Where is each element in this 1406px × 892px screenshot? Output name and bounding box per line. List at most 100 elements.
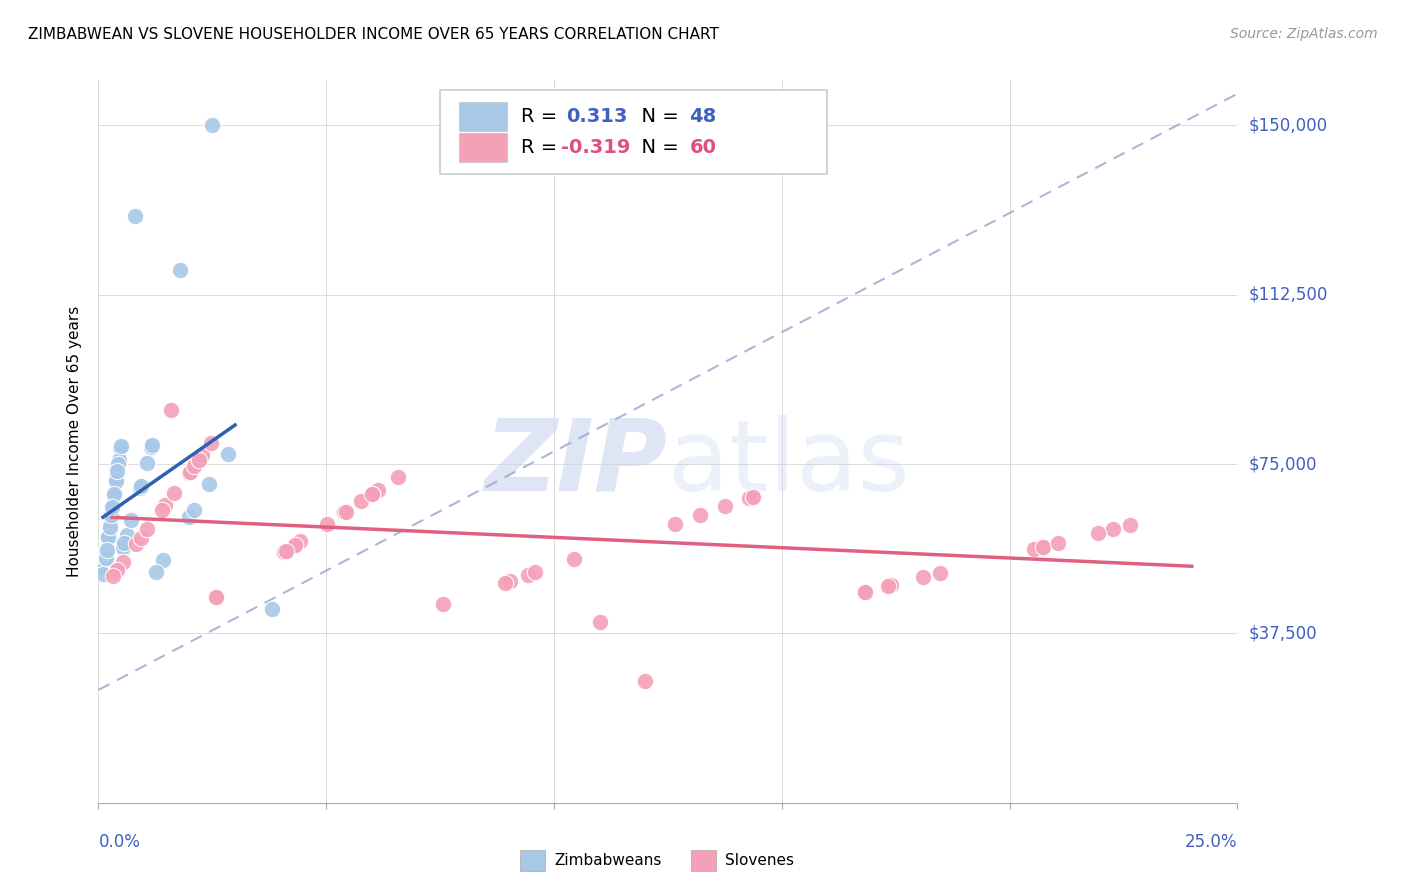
Point (111, 555, 134, 569)
Point (93, 562, 115, 576)
Text: Slovenes: Slovenes (725, 853, 794, 868)
Point (335, 504, 357, 518)
Point (141, 440, 163, 454)
Point (714, 500, 737, 514)
Point (160, 403, 183, 417)
Point (112, 536, 135, 550)
Point (105, 471, 128, 485)
Point (98, 520, 121, 534)
Text: 0.313: 0.313 (567, 107, 628, 126)
Point (97, 531, 120, 545)
Point (205, 590, 228, 604)
Text: Zimbabweans: Zimbabweans (554, 853, 661, 868)
Point (120, 513, 142, 527)
Point (494, 575, 516, 590)
FancyBboxPatch shape (460, 102, 508, 131)
Point (1046, 536, 1069, 550)
Point (129, 479, 152, 493)
Point (1022, 542, 1045, 557)
Point (283, 539, 305, 553)
Point (94, 551, 117, 566)
Point (284, 538, 307, 552)
Point (741, 490, 763, 504)
Text: R =: R = (522, 107, 569, 126)
Point (98, 519, 121, 533)
Point (96, 541, 118, 556)
Y-axis label: Householder Income Over 65 years: Householder Income Over 65 years (67, 306, 83, 577)
Point (155, 498, 177, 512)
Point (103, 489, 125, 503)
Point (94, 549, 117, 563)
Point (1102, 522, 1125, 536)
Point (350, 494, 373, 508)
Point (1118, 518, 1140, 533)
Text: N =: N = (628, 138, 685, 157)
Text: 25.0%: 25.0% (1185, 833, 1237, 851)
Point (105, 565, 128, 579)
Point (183, 459, 205, 474)
Point (100, 508, 122, 523)
Point (94, 549, 117, 563)
Point (112, 540, 135, 554)
Point (188, 452, 211, 467)
Text: atlas: atlas (668, 415, 910, 512)
Point (187, 453, 209, 467)
Point (100, 511, 122, 525)
Point (198, 477, 221, 491)
Point (136, 456, 159, 470)
Point (96, 543, 118, 558)
Point (145, 566, 167, 580)
Point (1087, 526, 1109, 541)
Point (152, 553, 174, 567)
Text: $150,000: $150,000 (1249, 117, 1327, 135)
Point (104, 474, 127, 488)
Point (96, 545, 118, 559)
Point (101, 568, 124, 582)
Point (274, 544, 297, 558)
Point (315, 516, 337, 531)
Point (877, 579, 900, 593)
Point (664, 516, 686, 531)
Point (103, 489, 125, 503)
Point (634, 673, 657, 688)
Point (853, 585, 876, 599)
FancyBboxPatch shape (440, 90, 827, 174)
Point (101, 500, 124, 515)
FancyBboxPatch shape (520, 850, 546, 871)
Point (115, 528, 138, 542)
FancyBboxPatch shape (690, 850, 716, 871)
Point (96, 545, 118, 559)
Point (333, 505, 356, 519)
Point (200, 436, 222, 450)
Text: ZIP: ZIP (485, 415, 668, 512)
Point (290, 534, 312, 549)
Point (141, 438, 163, 452)
Point (880, 578, 903, 592)
Point (217, 447, 239, 461)
Text: ZIMBABWEAN VS SLOVENE HOUSEHOLDER INCOME OVER 65 YEARS CORRELATION CHART: ZIMBABWEAN VS SLOVENE HOUSEHOLDER INCOME… (28, 27, 718, 42)
Point (136, 522, 159, 536)
Point (191, 448, 214, 462)
Text: Source: ZipAtlas.com: Source: ZipAtlas.com (1230, 27, 1378, 41)
Point (205, 590, 228, 604)
Text: 60: 60 (689, 138, 717, 157)
Point (97, 529, 120, 543)
Point (111, 542, 134, 557)
Point (110, 441, 132, 455)
Point (179, 465, 201, 479)
Point (260, 601, 283, 615)
Point (1032, 540, 1054, 554)
Text: N =: N = (628, 107, 685, 126)
FancyBboxPatch shape (460, 133, 508, 162)
Point (387, 469, 409, 483)
Point (177, 466, 200, 480)
Point (93, 567, 115, 582)
Point (516, 567, 538, 582)
Point (361, 487, 384, 501)
Point (105, 563, 128, 577)
Point (928, 566, 950, 580)
Point (124, 209, 146, 223)
Text: $75,000: $75,000 (1249, 455, 1317, 473)
Point (273, 545, 295, 559)
Point (169, 263, 191, 277)
